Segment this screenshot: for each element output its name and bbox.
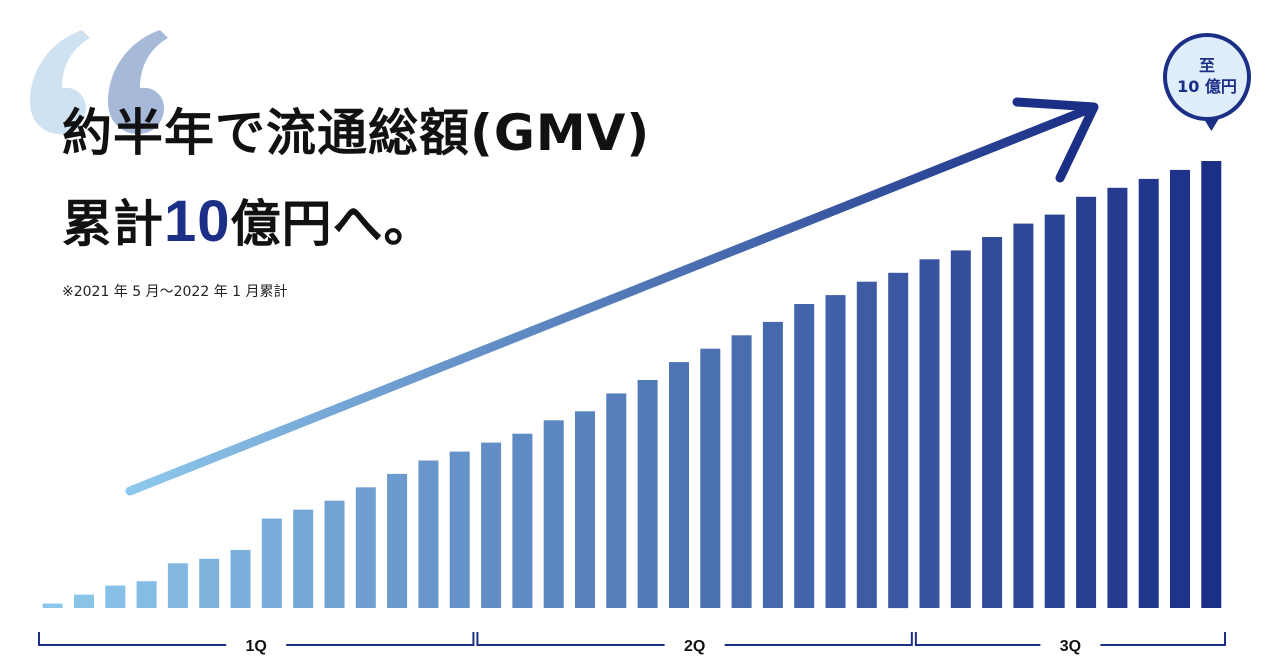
badge-line-1: 至: [1198, 56, 1215, 76]
bar-25: [794, 304, 815, 608]
growth-arrow-icon: [125, 97, 1099, 496]
bar-16: [512, 433, 533, 608]
quarter-label: 1Q: [246, 638, 267, 655]
bar-4: [136, 581, 157, 608]
quarter-bracket-2q: 2Q: [476, 632, 913, 655]
bar-10: [324, 500, 345, 608]
bar-5: [167, 563, 188, 608]
bar-22: [700, 348, 721, 608]
bar-37: [1170, 169, 1190, 608]
headline-line-1: 約半年で流通総額(GMV): [62, 104, 651, 162]
bar-33: [1044, 214, 1065, 608]
bar-7: [230, 549, 251, 608]
quarter-bracket-3q: 3Q: [914, 632, 1226, 655]
bar-2: [74, 594, 94, 608]
bar-19: [606, 393, 627, 608]
quarter-bracket-1q: 1Q: [38, 632, 475, 655]
badge-line-2: 10 億円: [1177, 77, 1237, 96]
bar-15: [481, 442, 502, 608]
bar-14: [449, 451, 470, 608]
quote-mark-icon: [30, 30, 168, 134]
bar-36: [1138, 178, 1159, 608]
bar-23: [731, 335, 752, 608]
bar-8: [261, 518, 282, 608]
bar-11: [355, 487, 376, 608]
bar-17: [543, 420, 564, 608]
headline-prefix: 累計: [62, 195, 164, 253]
bar-34: [1076, 196, 1097, 609]
target-badge: 至 10 億円: [1163, 33, 1251, 121]
quarter-label: 3Q: [1060, 638, 1081, 655]
bar-13: [418, 460, 439, 608]
period-note: ※2021 年 5 月～2022 年 1 月累計: [62, 284, 288, 300]
bar-9: [293, 509, 314, 608]
bar-28: [888, 272, 909, 609]
bar-32: [1013, 223, 1034, 608]
bar-20: [637, 380, 658, 608]
bar-6: [199, 558, 220, 608]
headline-line-2: 累計10億円へ。: [62, 193, 435, 251]
badge-pointer-icon: [1203, 118, 1220, 131]
quarter-label: 2Q: [684, 638, 705, 655]
bar-12: [387, 473, 408, 608]
bar-3: [105, 585, 126, 608]
bar-26: [825, 295, 846, 608]
bar-24: [762, 321, 783, 608]
bar-21: [669, 362, 689, 608]
bar-27: [856, 281, 877, 608]
bar-38: [1201, 161, 1222, 608]
bar-18: [575, 411, 595, 608]
bar-1: [42, 603, 63, 608]
bar-31: [982, 237, 1003, 608]
bar-35: [1107, 187, 1128, 609]
headline-number: 10: [164, 189, 231, 254]
headline-suffix: 億円へ。: [230, 195, 435, 253]
bar-29: [919, 259, 940, 608]
bar-30: [950, 250, 971, 608]
